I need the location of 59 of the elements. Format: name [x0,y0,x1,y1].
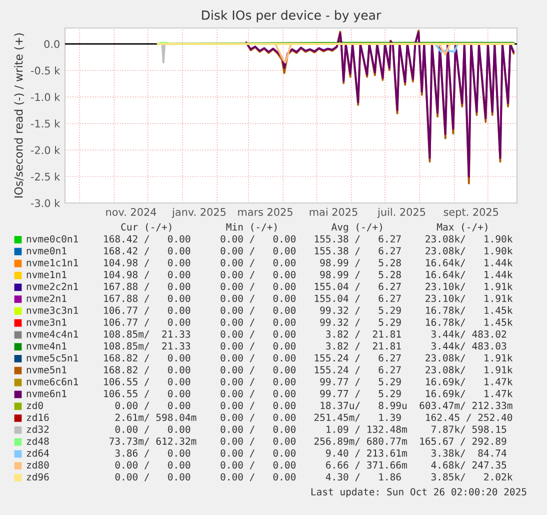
legend-label: zd48 [26,437,49,445]
text: Last update: Sun Oct 26 02:00:20 2025 [311,488,526,498]
legend-label: nvme3c3n1 [26,306,78,314]
text: 108.85m/ 21.33 0.00 / 0.00 3.82 / 21.81 3.44k/ 483.03 [104,342,506,350]
legend-label: nvme0n1 [26,247,66,254]
text: 108.85m/ 21.33 0.00 / 0.00 3.82 / 21.81 3.44k/ 483.02 [104,330,506,339]
legend-label: nvme2c2n1 [26,282,78,290]
legend-label: zd0 [26,402,43,410]
legend-label: zd32 [26,425,49,433]
legend-label: nvme1n1 [26,271,66,278]
legend-label: zd16 [26,414,49,422]
legend-label: nvme4c4n1 [26,330,78,338]
legend-label: nvme4n1 [26,342,66,350]
x-tick-label: mars 2025 [238,208,292,216]
legend-label: nvme2n1 [26,294,66,302]
y-tick-label: 0.0 [44,40,60,48]
legend-label: nvme5n1 [26,366,66,374]
x-tick-label: mai 2025 [310,208,358,216]
text: 167.88 / 0.00 0.00 / 0.00 155.04 / 6.27 23.10k/ 1.91k [104,294,513,303]
legend-label: zd80 [26,461,49,469]
legend-label: nvme5c5n1 [26,354,78,362]
text: 167.88 / 0.00 0.00 / 0.00 155.04 / 6.27 23.10k/ 1.91k [104,282,513,291]
text: 2.61m/ 598.04m 0.00 / 0.00 251.45m/ 1.39 162.45 / 252.40 [115,414,512,422]
text: 106.55 / 0.00 0.00 / 0.00 99.77 / 5.29 16.69k/ 1.47k [104,390,513,398]
text: Cur (-/+) Min (-/+) Avg (-/+) Max (-/+) [121,223,488,233]
text: 0.00 / 0.00 0.00 / 0.00 6.66 / 371.66m 4.68k/ 247.35 [115,461,506,470]
text: 104.98 / 0.00 0.00 / 0.00 98.99 / 5.28 16.64k/ 1.44k [104,258,513,268]
text: 104.98 / 0.00 0.00 / 0.00 98.99 / 5.28 16.64k/ 1.44k [104,270,513,280]
text: 106.55 / 0.00 0.00 / 0.00 99.77 / 5.29 16.69k/ 1.47k [104,378,513,386]
x-tick-label: juil. 2025 [377,208,426,218]
x-tick-label: nov. 2024 [106,208,156,216]
legend-label: nvme6n1 [26,390,66,398]
text: 0.00 / 0.00 0.00 / 0.00 1.09 / 132.48m 7.87k/ 598.15 [115,425,506,434]
text: 0.00 / 0.00 0.00 / 0.00 18.37u/ 8.99u 603.47m/ 212.33m [115,402,512,410]
y-tick-label: -2.0 k [30,146,60,154]
y-tick-label: -2.5 k [30,172,60,181]
chart-title: Disk IOs per device - by year [202,10,382,22]
legend-label: nvme6c6n1 [26,378,78,386]
text: 168.42 / 0.00 0.00 / 0.00 155.38 / 6.27 23.08k/ 1.90k [104,246,513,256]
text: 168.82 / 0.00 0.00 / 0.00 155.24 / 6.27 23.08k/ 1.91k [104,354,513,362]
y-tick-label: -3.0 k [30,199,60,208]
text: 0.00 / 0.00 0.00 / 0.00 4.30 / 1.86 3.85k/ 2.02k [115,473,513,482]
y-tick-label: -1.0 k [30,92,60,102]
y-tick-label: -1.5 k [30,119,60,128]
legend-label: zd96 [26,473,49,481]
text: 106.77 / 0.00 0.00 / 0.00 99.32 / 5.29 16.78k/ 1.45k [104,318,513,327]
legend-label: zd64 [26,449,49,457]
text: 106.77 / 0.00 0.00 / 0.00 99.32 / 5.29 16.78k/ 1.45k [104,306,513,315]
text: 3.86 / 0.00 0.00 / 0.00 9.40 / 213.61m 3.38k/ 84.74 [115,449,506,458]
legend-label: nvme0c0n1 [26,235,78,243]
x-tick-label: sept. 2025 [444,208,498,218]
x-tick-label: janv. 2025 [172,208,226,218]
y-tick-label: -0.5 k [30,66,60,75]
legend-label: nvme1c1n1 [26,259,78,266]
text: 168.82 / 0.00 0.00 / 0.00 155.24 / 6.27 23.08k/ 1.91k [104,366,513,374]
text: 168.42 / 0.00 0.00 / 0.00 155.38 / 6.27 23.08k/ 1.90k [104,235,513,244]
y-axis-title: IOs/second read (-) / write (+) [14,33,24,198]
legend-label: nvme3n1 [26,318,66,326]
text: 73.73m/ 612.32m 0.00 / 0.00 256.89m/ 680.77m 165.67 / 292.89 [110,437,506,446]
